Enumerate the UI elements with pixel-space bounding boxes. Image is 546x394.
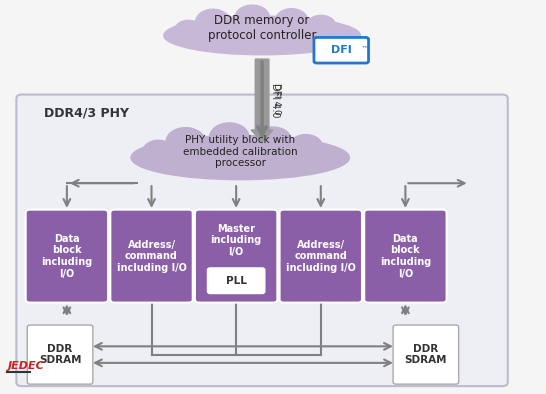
- Circle shape: [143, 140, 174, 162]
- FancyBboxPatch shape: [195, 210, 277, 303]
- Text: DDR memory or
protocol controller: DDR memory or protocol controller: [208, 13, 316, 42]
- Text: DFI: DFI: [331, 45, 352, 55]
- Circle shape: [235, 5, 269, 30]
- Text: Data
block
including
I/O: Data block including I/O: [380, 234, 431, 279]
- Text: JEDEC: JEDEC: [8, 361, 45, 372]
- Circle shape: [289, 135, 322, 158]
- FancyBboxPatch shape: [207, 268, 265, 294]
- Circle shape: [306, 15, 336, 36]
- Text: DFI 4.0: DFI 4.0: [272, 83, 281, 114]
- Ellipse shape: [131, 136, 349, 180]
- FancyBboxPatch shape: [364, 210, 447, 303]
- Text: ™: ™: [360, 45, 369, 54]
- Text: DDR4/3 PHY: DDR4/3 PHY: [44, 106, 129, 119]
- FancyBboxPatch shape: [26, 210, 108, 303]
- FancyBboxPatch shape: [16, 95, 508, 386]
- Circle shape: [166, 128, 205, 156]
- FancyBboxPatch shape: [110, 210, 193, 303]
- FancyBboxPatch shape: [314, 37, 369, 63]
- Text: Master
including
I/O: Master including I/O: [211, 224, 262, 257]
- Text: DFI 4.0: DFI 4.0: [270, 83, 280, 118]
- Text: PHY utility block with
embedded calibration
processor: PHY utility block with embedded calibrat…: [183, 135, 298, 168]
- FancyBboxPatch shape: [393, 325, 459, 384]
- Circle shape: [276, 9, 307, 32]
- Circle shape: [175, 20, 202, 40]
- Circle shape: [210, 123, 249, 151]
- Text: DDR
SDRAM: DDR SDRAM: [405, 344, 447, 365]
- FancyArrow shape: [251, 59, 273, 142]
- Text: DDR
SDRAM: DDR SDRAM: [39, 344, 81, 365]
- FancyBboxPatch shape: [27, 325, 93, 384]
- Text: Address/
command
including I/O: Address/ command including I/O: [117, 240, 186, 273]
- Circle shape: [254, 127, 292, 154]
- Circle shape: [195, 9, 230, 34]
- FancyBboxPatch shape: [280, 210, 362, 303]
- Ellipse shape: [164, 16, 360, 55]
- Text: Address/
command
including I/O: Address/ command including I/O: [286, 240, 355, 273]
- Text: PLL: PLL: [225, 276, 247, 286]
- Text: Data
block
including
I/O: Data block including I/O: [41, 234, 92, 279]
